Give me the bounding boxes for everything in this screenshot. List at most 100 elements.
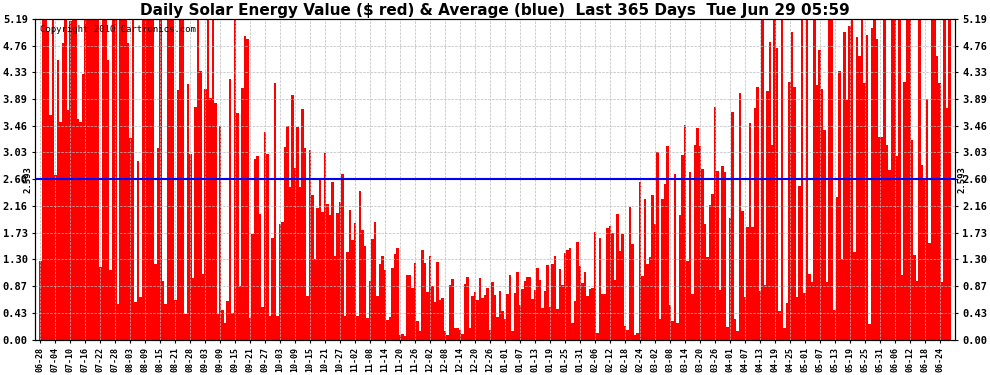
Bar bbox=[589, 289, 591, 340]
Bar bbox=[868, 324, 871, 340]
Bar bbox=[442, 298, 444, 340]
Bar bbox=[381, 256, 384, 340]
Bar bbox=[374, 222, 376, 340]
Bar bbox=[861, 19, 863, 340]
Bar bbox=[726, 327, 729, 340]
Bar bbox=[389, 317, 391, 340]
Bar bbox=[642, 276, 644, 340]
Bar bbox=[266, 154, 269, 340]
Bar bbox=[317, 209, 319, 340]
Bar bbox=[683, 125, 686, 340]
Bar bbox=[169, 19, 171, 340]
Bar bbox=[834, 310, 836, 340]
Bar bbox=[296, 127, 299, 340]
Bar bbox=[224, 322, 227, 340]
Bar bbox=[417, 321, 419, 340]
Bar bbox=[801, 19, 804, 340]
Bar bbox=[686, 261, 689, 340]
Text: 2.593: 2.593 bbox=[24, 166, 33, 193]
Bar bbox=[189, 154, 191, 340]
Bar bbox=[56, 60, 59, 340]
Bar bbox=[527, 278, 529, 340]
Bar bbox=[244, 36, 247, 340]
Text: 2.593: 2.593 bbox=[957, 166, 966, 193]
Bar bbox=[689, 172, 691, 340]
Bar bbox=[714, 107, 716, 340]
Bar bbox=[646, 264, 648, 340]
Bar bbox=[681, 155, 683, 340]
Bar bbox=[51, 19, 54, 340]
Bar bbox=[401, 334, 404, 340]
Bar bbox=[576, 242, 579, 340]
Bar bbox=[489, 330, 491, 340]
Bar bbox=[914, 255, 916, 340]
Bar bbox=[943, 19, 945, 340]
Bar bbox=[112, 19, 114, 340]
Bar bbox=[102, 19, 104, 340]
Bar bbox=[888, 170, 891, 340]
Bar bbox=[437, 262, 439, 340]
Bar bbox=[521, 289, 524, 340]
Bar bbox=[291, 95, 294, 340]
Bar bbox=[496, 317, 499, 340]
Bar bbox=[516, 273, 519, 340]
Bar bbox=[876, 39, 878, 340]
Bar bbox=[54, 175, 56, 340]
Bar bbox=[539, 280, 542, 340]
Bar bbox=[704, 224, 706, 340]
Bar bbox=[299, 187, 301, 340]
Bar bbox=[596, 333, 599, 340]
Bar bbox=[579, 266, 581, 340]
Bar bbox=[127, 43, 129, 340]
Bar bbox=[906, 19, 909, 340]
Bar bbox=[626, 330, 629, 340]
Bar bbox=[414, 262, 417, 340]
Bar bbox=[364, 246, 366, 340]
Bar bbox=[791, 32, 793, 340]
Bar bbox=[573, 301, 576, 340]
Bar bbox=[281, 222, 284, 340]
Bar bbox=[419, 331, 422, 340]
Bar bbox=[619, 251, 621, 340]
Bar bbox=[729, 218, 731, 340]
Bar bbox=[94, 19, 97, 340]
Bar bbox=[463, 284, 466, 340]
Bar bbox=[721, 166, 724, 340]
Bar bbox=[799, 186, 801, 340]
Bar bbox=[658, 319, 661, 340]
Bar bbox=[753, 108, 756, 340]
Bar bbox=[856, 37, 858, 340]
Bar bbox=[829, 19, 831, 340]
Bar bbox=[237, 113, 239, 340]
Text: Copyright 2010 Cartronics.com: Copyright 2010 Cartronics.com bbox=[40, 26, 196, 34]
Bar bbox=[904, 82, 906, 340]
Bar bbox=[663, 184, 666, 340]
Bar bbox=[142, 19, 145, 340]
Bar bbox=[129, 138, 132, 340]
Bar bbox=[466, 278, 469, 340]
Bar bbox=[701, 169, 704, 340]
Bar bbox=[284, 147, 286, 340]
Bar bbox=[511, 331, 514, 340]
Bar bbox=[821, 88, 824, 340]
Bar bbox=[542, 308, 544, 340]
Bar bbox=[154, 264, 156, 340]
Bar bbox=[839, 71, 841, 340]
Bar bbox=[911, 140, 914, 340]
Bar bbox=[873, 19, 876, 340]
Bar bbox=[845, 100, 848, 340]
Bar bbox=[786, 303, 788, 340]
Bar bbox=[668, 304, 671, 340]
Bar bbox=[699, 146, 701, 340]
Bar bbox=[40, 261, 42, 340]
Bar bbox=[324, 153, 327, 340]
Bar bbox=[901, 275, 904, 340]
Bar bbox=[948, 19, 950, 340]
Bar bbox=[453, 328, 456, 340]
Bar bbox=[451, 279, 453, 340]
Bar bbox=[239, 286, 242, 340]
Bar bbox=[486, 288, 489, 340]
Bar bbox=[319, 178, 322, 340]
Bar bbox=[501, 311, 504, 340]
Bar bbox=[329, 215, 332, 340]
